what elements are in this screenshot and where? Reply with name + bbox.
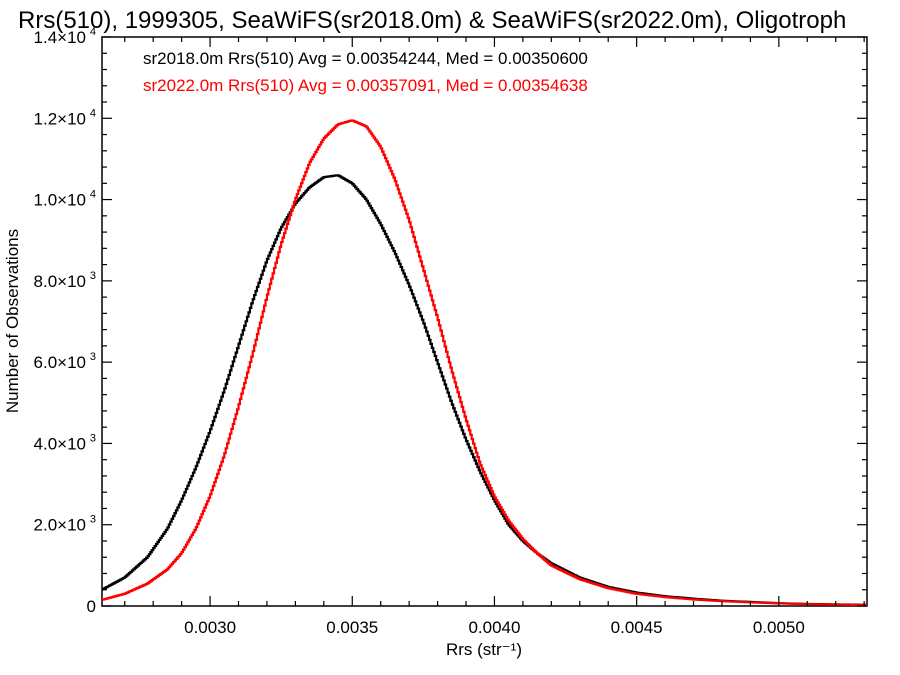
y-tick-label: 1.0×10: [34, 191, 86, 210]
y-tick-label: 0: [87, 597, 96, 616]
y-tick-exponent: 4: [90, 189, 96, 201]
y-tick-exponent: 4: [90, 26, 96, 38]
y-tick-label: 1.4×10: [34, 28, 86, 47]
x-tick-label: 0.0045: [611, 618, 663, 637]
y-tick-label: 4.0×10: [34, 434, 86, 453]
y-tick-exponent: 3: [90, 432, 96, 444]
legend-entry-sr2022: sr2022.0m Rrs(510) Avg = 0.00357091, Med…: [143, 76, 588, 95]
y-tick-exponent: 3: [90, 270, 96, 282]
y-tick-exponent: 3: [90, 351, 96, 363]
x-tick-label: 0.0040: [468, 618, 520, 637]
x-tick-label: 0.0030: [184, 618, 236, 637]
plot-frame: [101, 36, 868, 607]
x-axis-label: Rrs (str⁻¹): [446, 640, 522, 659]
chart-title: Rrs(510), 1999305, SeaWiFS(sr2018.0m) & …: [18, 7, 846, 34]
series-line-0: [102, 174, 867, 606]
y-tick-label: 6.0×10: [34, 353, 86, 372]
x-tick-label: 0.0035: [326, 618, 378, 637]
y-tick-label: 8.0×10: [34, 272, 86, 291]
plot-area-border: [101, 36, 868, 607]
x-axis: 0.0030 0.0035 0.0040 0.0045 0.0050: [124, 37, 865, 637]
series-line-1: [102, 119, 867, 607]
y-tick-exponent: 3: [90, 514, 96, 526]
y-axis: 0 2.0×10 3 4.0×10 3 6.0×10 3 8.0×10 3 1.0×10 4 1.2×…: [34, 26, 867, 616]
y-tick-label: 1.2×10: [34, 109, 86, 128]
y-tick-label: 2.0×10: [34, 516, 86, 535]
series-layer: [102, 119, 867, 607]
x-tick-label: 0.0050: [753, 618, 805, 637]
legend: sr2018.0m Rrs(510) Avg = 0.00354244, Med…: [143, 49, 588, 95]
legend-entry-sr2018: sr2018.0m Rrs(510) Avg = 0.00354244, Med…: [143, 49, 588, 68]
y-tick-exponent: 4: [90, 107, 96, 119]
y-axis-label: Number of Observations: [3, 229, 22, 413]
